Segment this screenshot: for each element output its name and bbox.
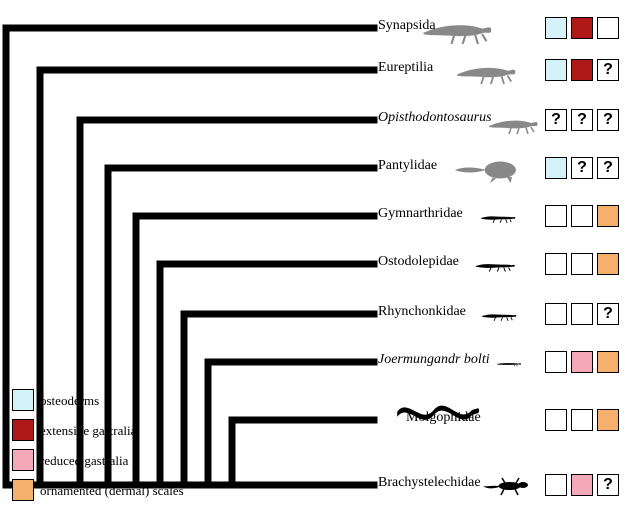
trait-cell bbox=[545, 205, 567, 227]
question-mark: ? bbox=[572, 110, 592, 130]
trait-cell: ? bbox=[571, 109, 593, 131]
silhouette bbox=[460, 309, 538, 323]
trait-cell bbox=[597, 205, 619, 227]
question-mark: ? bbox=[598, 304, 618, 324]
trait-cell bbox=[571, 303, 593, 325]
trait-cell bbox=[597, 409, 619, 431]
legend-label: ornamented (dermal) scales bbox=[40, 483, 184, 499]
trait-cell bbox=[545, 303, 567, 325]
image-credit: © Royal Society Open Science bbox=[2, 500, 139, 511]
trait-cell bbox=[571, 59, 593, 81]
trait-cell bbox=[597, 351, 619, 373]
question-mark: ? bbox=[598, 110, 618, 130]
question-mark: ? bbox=[598, 60, 618, 80]
taxon-label: Joermungandr bolti bbox=[378, 352, 490, 368]
trait-cell bbox=[597, 253, 619, 275]
legend-label: extensive gastralia bbox=[40, 423, 136, 439]
legend-swatch bbox=[12, 419, 34, 441]
question-mark: ? bbox=[546, 110, 566, 130]
silhouette bbox=[450, 258, 540, 274]
trait-cell: ? bbox=[597, 109, 619, 131]
taxon-label: Molgophidae bbox=[406, 410, 481, 426]
trait-cell: ? bbox=[597, 157, 619, 179]
taxon-label: Brachystelechidae bbox=[378, 475, 481, 491]
taxon-label: Ostodolepidae bbox=[378, 254, 459, 270]
trait-cell: ? bbox=[571, 157, 593, 179]
trait-cell bbox=[571, 17, 593, 39]
trait-cell bbox=[545, 59, 567, 81]
trait-cell bbox=[545, 253, 567, 275]
question-mark: ? bbox=[598, 475, 618, 495]
taxon-label: Gymnarthridae bbox=[378, 206, 463, 222]
trait-cell bbox=[597, 17, 619, 39]
trait-cell bbox=[571, 474, 593, 496]
legend-label: osteoderms bbox=[40, 393, 99, 409]
silhouette bbox=[484, 114, 542, 134]
legend-swatch bbox=[12, 449, 34, 471]
legend-label: reduced gastralia bbox=[40, 453, 128, 469]
question-mark: ? bbox=[572, 158, 592, 178]
silhouette bbox=[458, 211, 538, 225]
trait-cell bbox=[545, 157, 567, 179]
trait-cell bbox=[571, 409, 593, 431]
trait-cell: ? bbox=[545, 109, 567, 131]
taxon-label: Pantylidae bbox=[378, 158, 437, 174]
taxon-label: Opisthodontosaurus bbox=[378, 110, 492, 126]
trait-cell: ? bbox=[597, 59, 619, 81]
trait-cell bbox=[545, 351, 567, 373]
silhouette bbox=[436, 157, 536, 183]
trait-cell bbox=[571, 253, 593, 275]
trait-cell bbox=[545, 17, 567, 39]
trait-cell bbox=[545, 474, 567, 496]
silhouette bbox=[480, 476, 534, 496]
legend-swatch bbox=[12, 479, 34, 501]
trait-cell bbox=[571, 351, 593, 373]
legend-swatch bbox=[12, 389, 34, 411]
trait-cell: ? bbox=[597, 474, 619, 496]
taxon-label: Rhynchonkidae bbox=[378, 304, 466, 320]
taxon-label: Synapsida bbox=[378, 18, 436, 34]
trait-cell: ? bbox=[597, 303, 619, 325]
silhouette bbox=[438, 60, 534, 84]
trait-cell bbox=[571, 205, 593, 227]
trait-cell bbox=[545, 409, 567, 431]
question-mark: ? bbox=[598, 158, 618, 178]
taxon-label: Eureptilia bbox=[378, 60, 433, 76]
